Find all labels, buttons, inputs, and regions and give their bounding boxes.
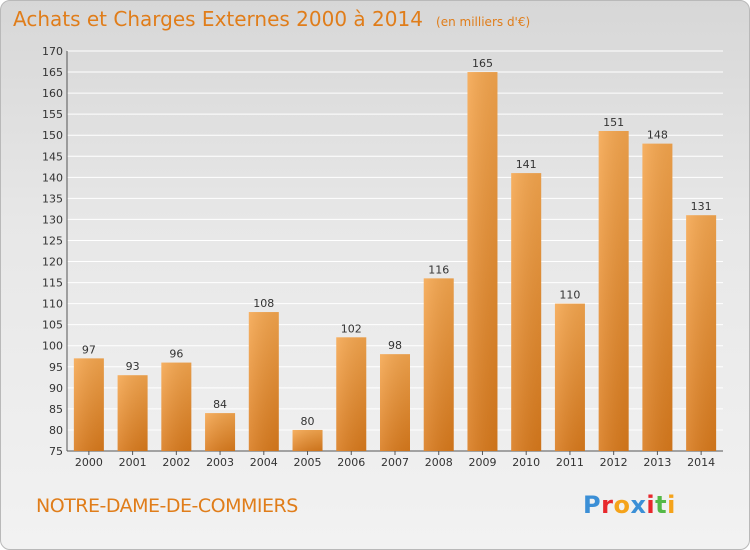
data-label: 165: [472, 57, 493, 70]
y-tick-label: 155: [42, 108, 63, 121]
x-tick-label: 2002: [162, 456, 190, 469]
data-label: 84: [213, 398, 227, 411]
data-label: 98: [388, 339, 402, 352]
bar-shade: [292, 429, 323, 451]
x-tick-label: 2009: [468, 456, 496, 469]
y-tick-label: 75: [49, 445, 63, 458]
data-label: 148: [647, 129, 668, 142]
y-tick-label: 145: [42, 150, 63, 163]
chart-title-block: Achats et Charges Externes 2000 à 2014 (…: [13, 7, 530, 31]
bar-shade: [642, 143, 673, 451]
logo-letter: i: [646, 491, 656, 519]
x-tick-label: 2012: [600, 456, 628, 469]
bar-shade: [161, 362, 192, 451]
y-tick-label: 95: [49, 361, 63, 374]
data-label: 141: [516, 158, 537, 171]
bar-shade: [598, 131, 629, 451]
x-tick-label: 2007: [381, 456, 409, 469]
y-tick-label: 160: [42, 87, 63, 100]
y-tick-label: 110: [42, 298, 63, 311]
y-tick-label: 130: [42, 213, 63, 226]
y-tick-label: 165: [42, 66, 63, 79]
bar-shade: [511, 173, 542, 451]
data-label: 151: [603, 116, 624, 129]
data-label: 131: [691, 200, 712, 213]
y-tick-label: 100: [42, 340, 63, 353]
y-tick-label: 90: [49, 382, 63, 395]
logo-letter: P: [583, 491, 602, 519]
y-tick-label: 135: [42, 192, 63, 205]
bar-shade: [117, 375, 148, 451]
unit-label: (en milliers d'€): [436, 15, 531, 29]
x-tick-label: 2003: [206, 456, 234, 469]
logo-letter: x: [630, 491, 647, 519]
logo-letter: o: [613, 491, 631, 519]
data-label: 108: [253, 297, 274, 310]
bar-shade: [467, 72, 498, 451]
data-label: 96: [169, 348, 183, 361]
bar-shade: [423, 278, 454, 451]
data-label: 116: [428, 263, 449, 276]
logo-letter: t: [655, 491, 668, 519]
bar-shade: [380, 354, 410, 451]
data-label: 97: [82, 343, 96, 356]
y-tick-label: 140: [42, 171, 63, 184]
y-tick-label: 85: [49, 403, 63, 416]
data-label: 80: [301, 415, 315, 428]
bar-shade: [686, 215, 717, 451]
y-tick-label: 105: [42, 319, 63, 332]
x-tick-label: 2010: [512, 456, 540, 469]
commune-name: NOTRE-DAME-DE-COMMIERS: [36, 495, 298, 517]
x-tick-label: 2006: [337, 456, 365, 469]
chart-title: Achats et Charges Externes 2000 à 2014: [13, 7, 423, 31]
bar-shade: [248, 312, 279, 451]
y-tick-label: 80: [49, 424, 63, 437]
data-label: 93: [126, 360, 140, 373]
data-label: 110: [559, 289, 580, 302]
x-tick-label: 2004: [250, 456, 278, 469]
y-tick-label: 150: [42, 129, 63, 142]
bar-shade: [554, 303, 585, 451]
y-tick-label: 120: [42, 256, 63, 269]
x-tick-label: 2013: [643, 456, 671, 469]
data-label: 102: [341, 322, 362, 335]
y-tick-label: 115: [42, 277, 63, 290]
bar-shade: [73, 358, 104, 451]
x-tick-label: 2000: [75, 456, 103, 469]
y-tick-label: 125: [42, 234, 63, 247]
x-tick-label: 2005: [294, 456, 322, 469]
logo-letter: r: [601, 491, 614, 519]
logo-letter: i: [667, 491, 676, 519]
bar-shade: [205, 413, 236, 451]
x-tick-label: 2011: [556, 456, 584, 469]
x-tick-label: 2008: [425, 456, 453, 469]
x-tick-label: 2014: [687, 456, 715, 469]
y-tick-label: 170: [42, 45, 63, 58]
x-tick-label: 2001: [119, 456, 147, 469]
bar-shade: [336, 337, 367, 451]
proxiti-logo: Proxiti: [583, 491, 676, 519]
